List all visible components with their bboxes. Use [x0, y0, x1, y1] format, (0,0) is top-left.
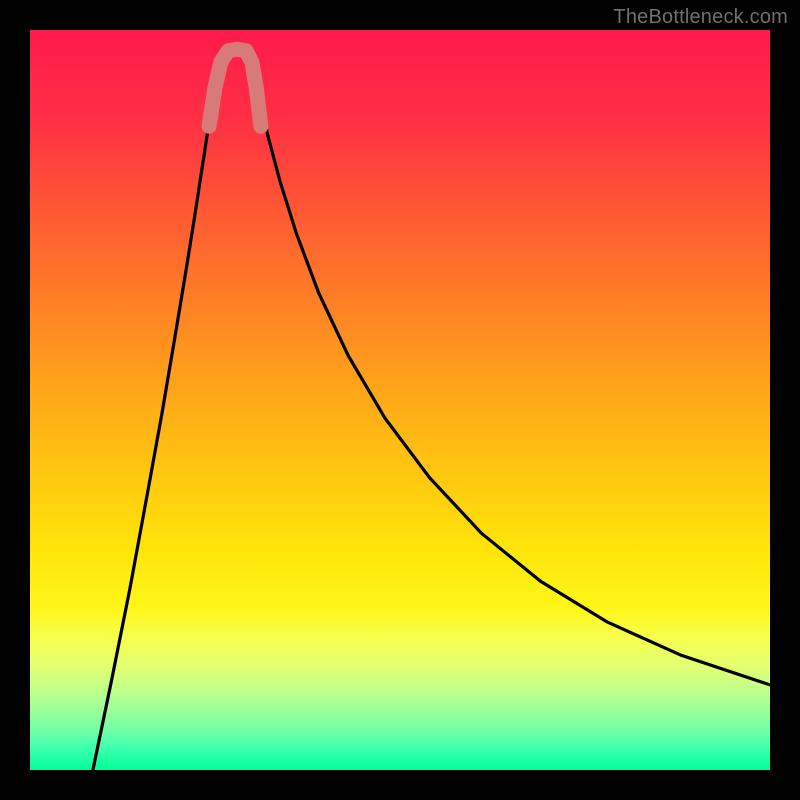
watermark-text: TheBottleneck.com [613, 6, 788, 29]
chart-svg [30, 30, 770, 770]
highlight-u-shape [209, 49, 261, 126]
curve-right-branch [253, 60, 770, 685]
chart-frame [30, 30, 770, 770]
plot-area [30, 30, 770, 770]
curve-left-branch [93, 60, 221, 770]
